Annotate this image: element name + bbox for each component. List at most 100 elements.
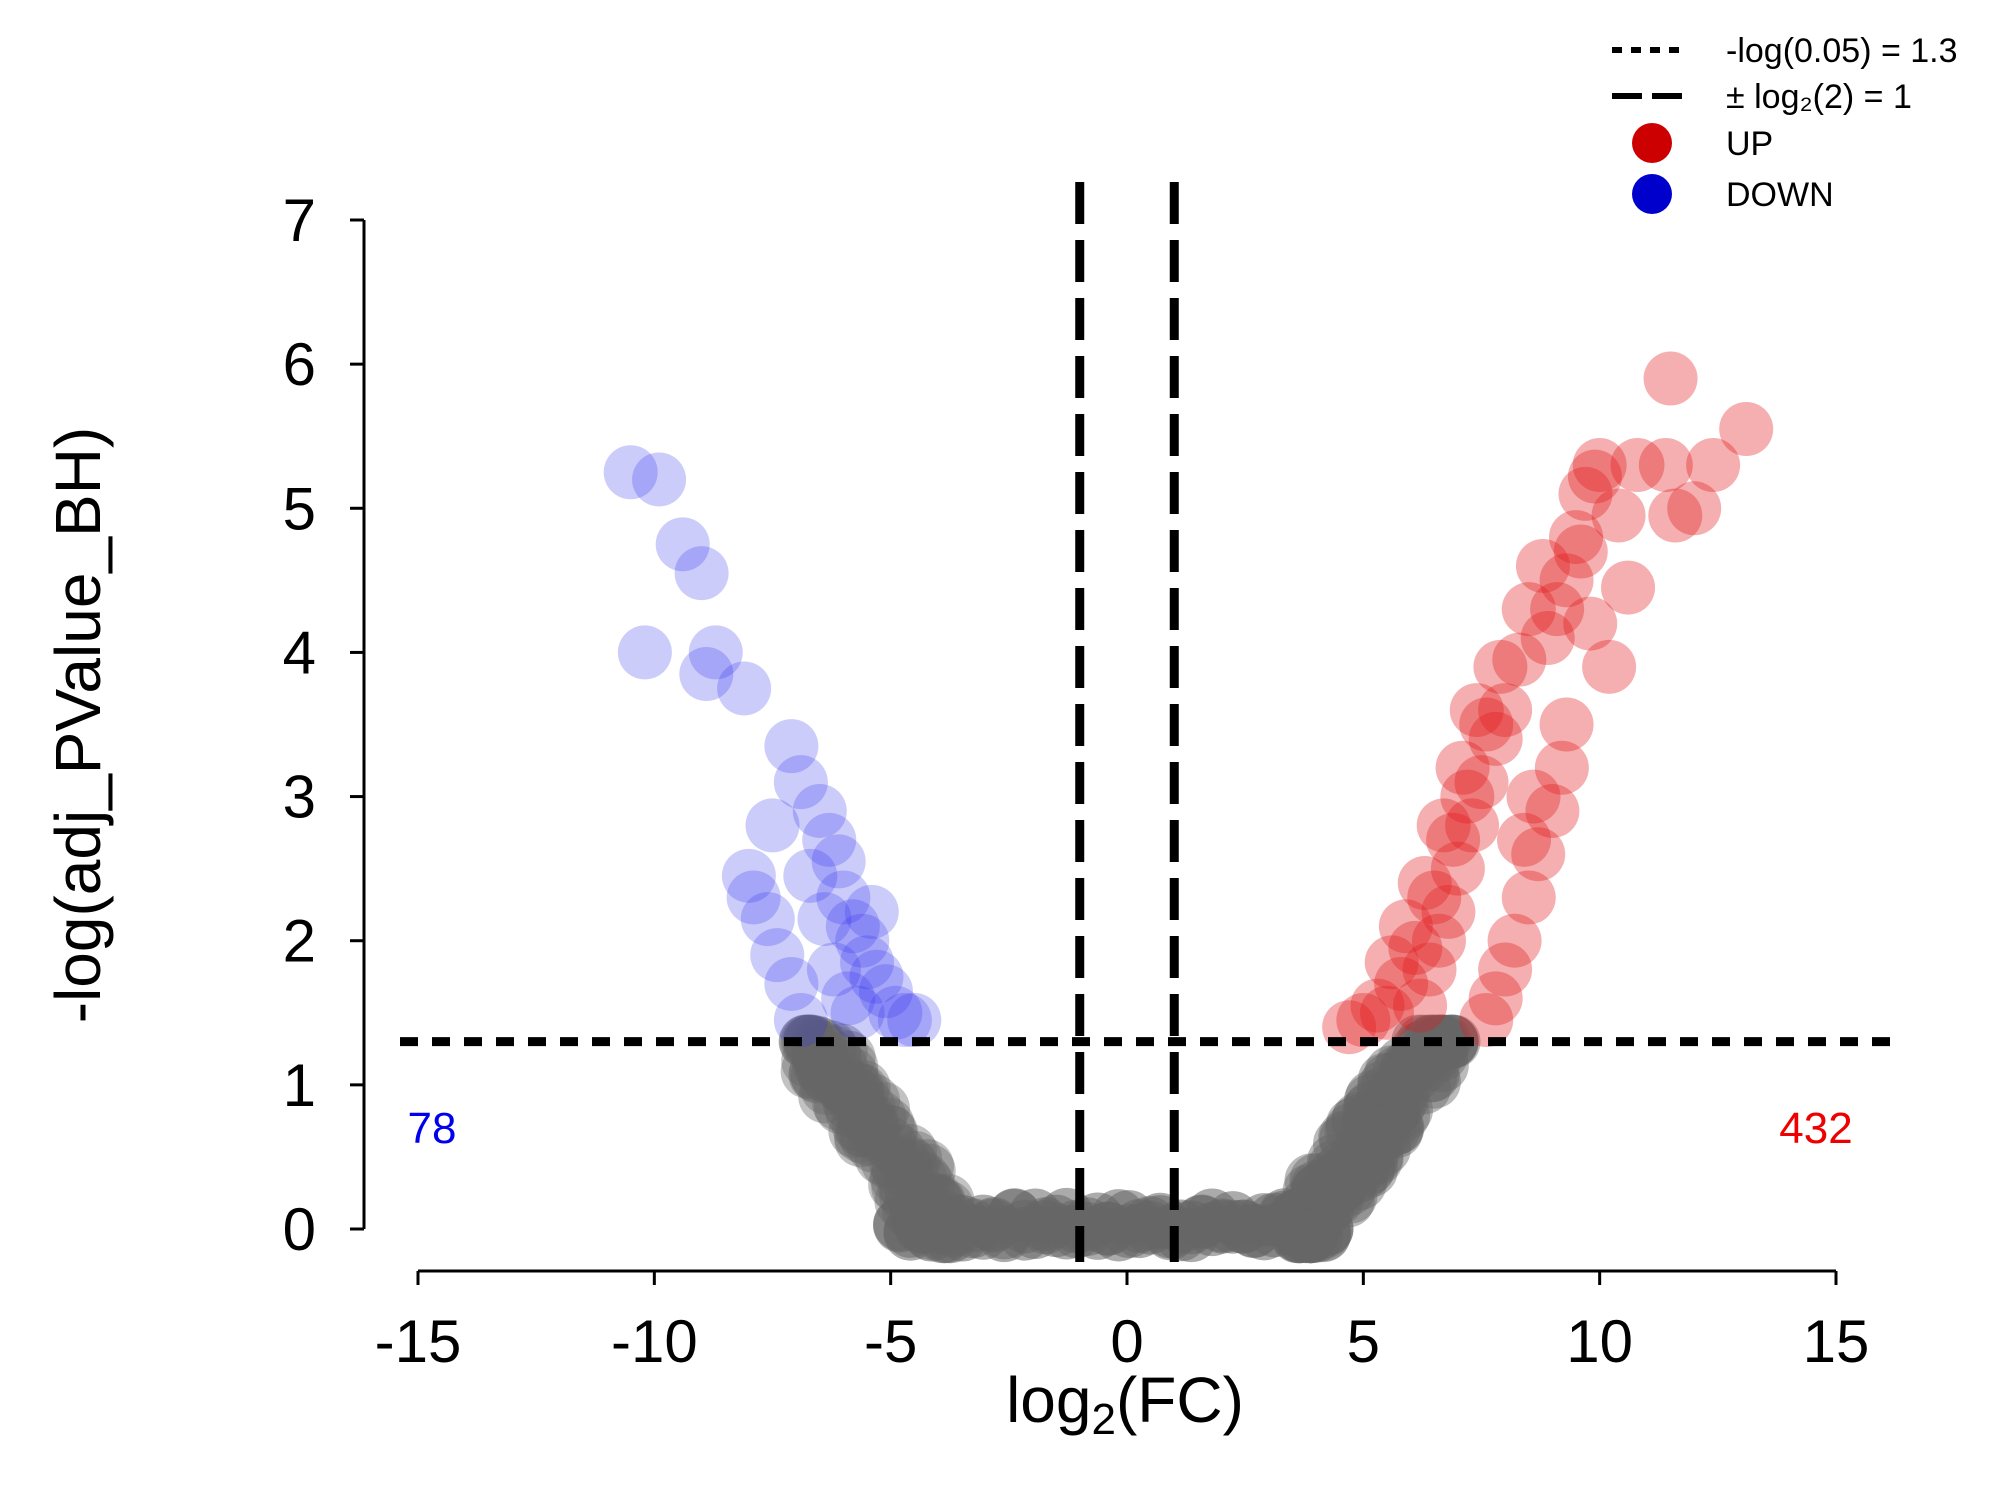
up-point <box>1582 639 1637 694</box>
ns-point <box>835 1103 890 1158</box>
x-tick-label: 10 <box>1566 1308 1633 1375</box>
up-point <box>1520 611 1575 666</box>
down-count-label: 78 <box>408 1104 457 1153</box>
ns-point <box>1331 1092 1386 1147</box>
ns-point <box>1405 1048 1460 1103</box>
ns-point <box>795 1042 850 1097</box>
ns-point <box>911 1175 966 1230</box>
ns-point <box>814 1080 869 1135</box>
ns-point <box>1349 1131 1404 1186</box>
ns-point <box>1319 1111 1374 1166</box>
down-point <box>802 812 857 867</box>
ns-point <box>889 1190 944 1245</box>
ns-point <box>1284 1203 1339 1258</box>
ns-point <box>882 1135 937 1190</box>
ns-point <box>1350 1101 1405 1156</box>
x-tick-label: 0 <box>1110 1308 1143 1375</box>
ns-point <box>855 1081 910 1136</box>
ns-point <box>1343 1104 1398 1159</box>
ns-point <box>1385 1040 1440 1095</box>
ns-point <box>1343 1081 1398 1136</box>
y-tick-label: 4 <box>283 619 316 686</box>
ns-point <box>780 1044 835 1099</box>
up-point <box>1492 632 1547 687</box>
ns-point <box>1278 1207 1333 1262</box>
up-point <box>1539 697 1594 752</box>
ns-point <box>1314 1158 1369 1213</box>
up-points-layer <box>1322 351 1774 1055</box>
ns-point <box>923 1209 978 1264</box>
down-point <box>868 985 923 1040</box>
ns-point <box>1350 1084 1405 1139</box>
ns-point <box>1342 1091 1397 1146</box>
ns-point <box>897 1152 952 1207</box>
down-point <box>617 625 672 680</box>
ns-point <box>1418 1014 1473 1069</box>
up-point <box>1549 510 1604 565</box>
down-point <box>603 445 658 500</box>
down-point <box>783 848 838 903</box>
ns-point <box>788 1047 843 1102</box>
up-point <box>1515 538 1570 593</box>
down-point <box>655 517 710 572</box>
ns-point <box>1275 1208 1330 1263</box>
ns-point <box>834 1063 889 1118</box>
ns-point <box>1323 1169 1378 1224</box>
down-point <box>764 956 819 1011</box>
ns-point <box>879 1168 934 1223</box>
ns-point <box>1414 1038 1469 1093</box>
ns-point <box>1415 1014 1470 1069</box>
up-point <box>1468 971 1523 1026</box>
y-tick-label: 2 <box>283 908 316 975</box>
up-point <box>1506 769 1561 824</box>
x-tick-label: 5 <box>1347 1308 1380 1375</box>
ns-point <box>1299 1156 1354 1211</box>
ns-point <box>877 1157 932 1212</box>
ns-point <box>846 1118 901 1173</box>
ns-point <box>794 1029 849 1084</box>
ns-point <box>782 1014 837 1069</box>
ns-point <box>1424 1014 1479 1069</box>
y-tick-label: 6 <box>283 331 316 398</box>
ns-point <box>1270 1209 1325 1264</box>
ns-point <box>911 1173 966 1228</box>
ns-point <box>868 1157 923 1212</box>
ns-point <box>1349 1129 1404 1184</box>
ns-point <box>1283 1209 1338 1264</box>
ns-point <box>1340 1141 1395 1196</box>
ns-point <box>1307 1133 1362 1188</box>
ns-point <box>793 1034 848 1089</box>
ns-point <box>1396 1014 1451 1069</box>
legend-down-swatch <box>1632 174 1672 214</box>
up-point <box>1591 488 1646 543</box>
up-point <box>1719 402 1774 457</box>
ns-point <box>1403 1048 1458 1103</box>
ns-point <box>781 1014 836 1069</box>
ns-point <box>831 1097 886 1152</box>
ns-point <box>822 1076 877 1131</box>
ns-point <box>1342 1083 1397 1138</box>
ns-point <box>1345 1070 1400 1125</box>
ns-point <box>914 1209 969 1264</box>
ns-point <box>1424 1014 1479 1069</box>
ns-point <box>1346 1109 1401 1164</box>
ns-point <box>1378 1083 1433 1138</box>
ns-point <box>1355 1097 1410 1152</box>
ns-point <box>1283 1209 1338 1264</box>
up-point <box>1473 639 1528 694</box>
ns-point <box>836 1102 891 1157</box>
ns-point <box>862 1104 917 1159</box>
up-point <box>1459 697 1514 752</box>
ns-point <box>1282 1164 1337 1219</box>
ns-point <box>871 1160 926 1215</box>
down-point <box>773 755 828 810</box>
ns-point <box>1325 1097 1380 1152</box>
ns-point <box>824 1039 879 1094</box>
ns-point <box>860 1135 915 1190</box>
ns-point <box>1320 1173 1375 1228</box>
y-axis-title: -log(adj_PValue_BH) <box>42 427 114 1023</box>
down-point <box>830 985 885 1040</box>
ns-point <box>1412 1019 1467 1074</box>
ns-point <box>1283 1209 1338 1264</box>
x-tick-label: -10 <box>611 1308 698 1375</box>
